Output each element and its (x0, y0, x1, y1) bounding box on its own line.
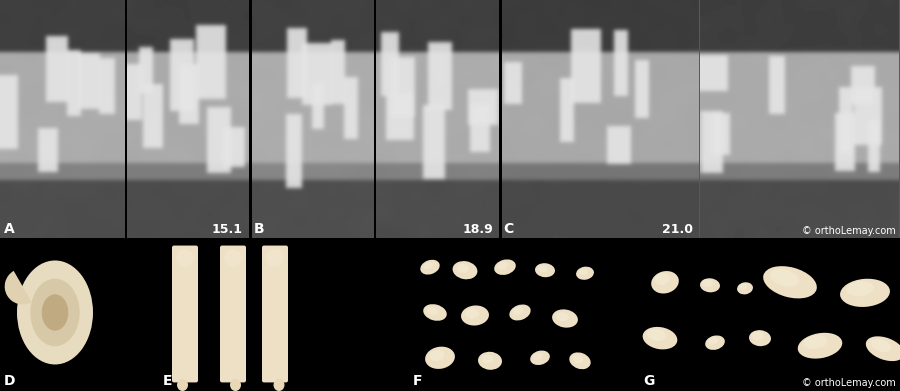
FancyBboxPatch shape (220, 246, 246, 382)
Bar (250, 0, 251, 240)
Ellipse shape (498, 262, 508, 269)
Ellipse shape (737, 282, 753, 294)
Ellipse shape (647, 329, 666, 341)
Ellipse shape (572, 355, 583, 363)
Ellipse shape (846, 281, 874, 296)
Ellipse shape (770, 269, 799, 287)
Text: A: A (4, 222, 14, 236)
Ellipse shape (41, 294, 68, 331)
Ellipse shape (703, 279, 714, 287)
Ellipse shape (707, 337, 718, 344)
Ellipse shape (453, 261, 477, 279)
Bar (249, 0, 252, 240)
Text: © orthoLemay.com: © orthoLemay.com (802, 378, 896, 388)
Ellipse shape (429, 350, 445, 361)
Bar (125, 0, 126, 240)
Ellipse shape (533, 353, 543, 360)
Wedge shape (4, 271, 32, 305)
FancyBboxPatch shape (262, 246, 288, 382)
Ellipse shape (530, 351, 550, 365)
Ellipse shape (509, 305, 531, 321)
Ellipse shape (423, 304, 446, 321)
Text: G: G (643, 374, 654, 388)
Ellipse shape (31, 279, 80, 346)
Ellipse shape (512, 307, 523, 315)
Bar (251, 0, 252, 240)
Ellipse shape (840, 279, 890, 307)
Ellipse shape (17, 260, 93, 364)
FancyBboxPatch shape (172, 246, 198, 382)
Bar (500, 0, 501, 240)
Ellipse shape (465, 308, 479, 319)
Ellipse shape (579, 269, 588, 275)
Ellipse shape (556, 312, 569, 321)
Ellipse shape (224, 249, 242, 267)
Ellipse shape (425, 347, 454, 369)
Text: F: F (413, 374, 422, 388)
Ellipse shape (274, 379, 284, 391)
Ellipse shape (763, 266, 817, 298)
Ellipse shape (266, 249, 284, 267)
Ellipse shape (654, 273, 670, 285)
Text: 15.1: 15.1 (212, 223, 243, 236)
Ellipse shape (804, 335, 828, 349)
Bar (375, 0, 376, 240)
Ellipse shape (482, 355, 493, 364)
Ellipse shape (570, 352, 590, 369)
Bar (499, 0, 500, 240)
Ellipse shape (870, 339, 892, 352)
Bar (499, 0, 502, 240)
Text: 18.9: 18.9 (463, 223, 493, 236)
Text: E: E (163, 374, 173, 388)
Ellipse shape (177, 379, 188, 391)
Bar (374, 0, 375, 240)
Text: D: D (4, 374, 15, 388)
Ellipse shape (706, 335, 724, 350)
Ellipse shape (176, 249, 194, 267)
Text: © orthoLemay.com: © orthoLemay.com (802, 226, 896, 236)
Ellipse shape (420, 260, 440, 274)
Ellipse shape (538, 265, 548, 272)
Ellipse shape (423, 262, 433, 269)
Ellipse shape (797, 333, 842, 359)
Ellipse shape (478, 352, 502, 370)
Bar (126, 0, 127, 240)
Ellipse shape (427, 307, 438, 315)
Ellipse shape (643, 327, 678, 350)
Text: C: C (503, 222, 513, 236)
Ellipse shape (739, 283, 748, 290)
Text: B: B (254, 222, 265, 236)
Text: 21.0: 21.0 (662, 223, 693, 236)
Ellipse shape (456, 264, 469, 273)
Ellipse shape (552, 309, 578, 328)
Bar (0, 238, 900, 241)
Ellipse shape (576, 267, 594, 280)
Ellipse shape (749, 330, 771, 346)
Ellipse shape (752, 331, 764, 340)
Ellipse shape (230, 379, 241, 391)
Ellipse shape (652, 271, 679, 294)
Ellipse shape (866, 336, 900, 361)
Ellipse shape (535, 263, 555, 277)
Ellipse shape (494, 259, 516, 275)
Ellipse shape (700, 278, 720, 292)
Ellipse shape (461, 305, 489, 326)
